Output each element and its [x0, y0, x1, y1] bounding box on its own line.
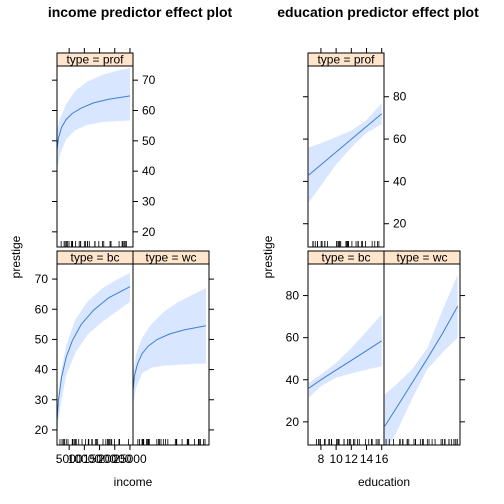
education-panel-0-plot-area	[309, 103, 382, 202]
income-panel-1-y-tick-label: 70	[35, 272, 49, 286]
income-panel-0-y-tick-label: 30	[142, 195, 156, 209]
education-x-tick-label: 8	[318, 452, 325, 466]
education-panel-2-confidence-band	[385, 275, 458, 454]
income-panel-0: type = prof 20 30 40 50 60 70	[52, 53, 156, 248]
education-effect-plot: education predictor effect plot educatio…	[261, 4, 479, 489]
education-x-tick-label: 16	[375, 452, 389, 466]
education-y-axis-label: prestige	[261, 235, 275, 278]
income-x-tick-label: 25000	[113, 452, 147, 466]
education-panel-0-y-tick-label: 60	[393, 132, 407, 146]
income-panel-2-strip-label: type = wc	[145, 251, 196, 265]
income-panel-1-y-tick-label: 30	[35, 393, 49, 407]
income-panel-2: type = wc	[133, 251, 214, 446]
education-panel-1-strip-label: type = bc	[321, 251, 370, 265]
education-x-axis-label: education	[358, 475, 410, 489]
income-x-axis-label: income	[114, 475, 153, 489]
education-panel-0-confidence-band	[309, 103, 382, 202]
income-panel-1-plot-area	[57, 273, 130, 433]
education-panel-0-y-tick-label: 20	[393, 217, 407, 231]
income-panel-2-rug	[138, 439, 205, 445]
education-panel-0-rug	[313, 241, 379, 247]
education-panel-1: type = bc 20 40 60 80	[286, 251, 384, 446]
education-panel-2: type = wc	[384, 251, 465, 454]
income-panel-0-confidence-band	[57, 68, 130, 171]
income-panel-0-y-tick-label: 60	[142, 104, 156, 118]
education-panel-2-strip-label: type = wc	[396, 251, 447, 265]
income-panel-0-plot-area	[57, 68, 130, 171]
income-panel-1: type = bc 20 30 40 50 60 70	[35, 251, 133, 446]
income-panel-0-y-tick-label: 50	[142, 134, 156, 148]
education-panel-0-y-tick-label: 40	[393, 174, 407, 188]
income-panel-1-strip-label: type = bc	[70, 251, 119, 265]
education-panel-2-plot-area	[385, 275, 458, 454]
education-panel-2-rug	[386, 439, 457, 445]
education-plot-title: education predictor effect plot	[277, 4, 479, 20]
education-x-tick-label: 10	[329, 452, 343, 466]
income-panel-0-y-tick-label: 20	[142, 225, 156, 239]
income-panel-1-rug	[60, 439, 129, 445]
income-panels: type = prof 20 30 40 50 60 70 type = bc 20 30 40 50…	[35, 48, 214, 466]
education-panel-0-strip-label: type = prof	[317, 53, 375, 67]
income-panel-0-rug	[61, 241, 126, 247]
income-panel-1-y-tick-label: 20	[35, 423, 49, 437]
income-panel-1-y-tick-label: 40	[35, 363, 49, 377]
education-x-tick-label: 12	[345, 452, 359, 466]
education-panel-1-rug	[317, 439, 380, 445]
income-panel-0-y-tick-label: 40	[142, 164, 156, 178]
income-panel-1-y-tick-label: 50	[35, 332, 49, 346]
income-panel-0-strip-label: type = prof	[66, 53, 124, 67]
education-panel-1-plot-area	[309, 315, 382, 398]
income-panel-0-y-tick-label: 70	[142, 73, 156, 87]
education-panel-1-y-tick-label: 60	[286, 331, 300, 345]
education-panel-1-confidence-band	[309, 315, 382, 398]
education-x-tick-label: 14	[360, 452, 374, 466]
education-panel-1-y-tick-label: 20	[286, 415, 300, 429]
education-panel-0-y-tick-label: 80	[393, 90, 407, 104]
income-panel-2-plot-area	[133, 288, 206, 406]
education-panel-1-y-tick-label: 80	[286, 289, 300, 303]
income-panel-2-confidence-band	[133, 288, 206, 406]
income-panel-1-y-tick-label: 60	[35, 302, 49, 316]
income-effect-plot: income predictor effect plot income pres…	[9, 4, 233, 489]
education-panel-1-y-tick-label: 40	[286, 373, 300, 387]
education-panel-0: type = prof 20 40 60 80	[303, 53, 407, 248]
income-y-axis-label: prestige	[9, 235, 23, 278]
income-plot-title: income predictor effect plot	[48, 4, 233, 20]
